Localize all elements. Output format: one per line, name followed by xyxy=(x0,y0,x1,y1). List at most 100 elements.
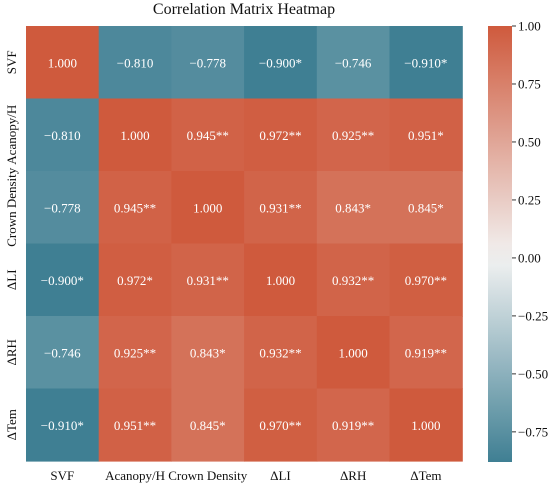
cell-annotation: 0.932** xyxy=(332,273,374,288)
colorbar-tick-label: −0.50 xyxy=(518,366,548,381)
colorbar-tick-label: −0.75 xyxy=(518,424,548,439)
x-tick-label: ΔTem xyxy=(410,468,441,483)
colorbar-tick-label: 0.50 xyxy=(518,134,541,149)
cell-annotation: −0.810 xyxy=(44,128,81,143)
cell-annotation: 1.000 xyxy=(266,273,295,288)
heatmap-cell xyxy=(98,388,172,462)
colorbar: 1.00 0.75 0.50 0.25 0.00 −0.25 −0.50 −0.75 xyxy=(488,19,548,462)
cell-annotation: 0.945** xyxy=(114,200,156,215)
y-tick-label: Crown Density xyxy=(4,167,19,247)
cell-annotation: 1.000 xyxy=(411,418,440,433)
cell-annotation: 0.925** xyxy=(114,345,156,360)
heatmap-cell xyxy=(316,316,391,390)
cell-annotation: 0.970** xyxy=(259,418,301,433)
heatmap-cell xyxy=(244,316,318,390)
cell-annotation: 0.931** xyxy=(259,200,301,215)
cell-annotation: −0.810 xyxy=(117,55,154,70)
chart-title: Correlation Matrix Heatmap xyxy=(152,1,336,18)
cell-annotation: 0.845* xyxy=(190,418,226,433)
cell-annotation: 0.919** xyxy=(332,418,374,433)
cell-annotation: 1.000 xyxy=(120,128,149,143)
colorbar-gradient xyxy=(488,26,512,462)
cell-annotation: 0.845* xyxy=(408,200,444,215)
heatmap-cell xyxy=(26,243,100,317)
cell-annotation: −0.910* xyxy=(404,55,447,70)
heatmap-cell xyxy=(98,243,172,317)
heatmap-cell xyxy=(389,171,463,245)
cell-annotation: −0.910* xyxy=(41,418,84,433)
y-tick-label: SVF xyxy=(4,50,19,74)
heatmap-cell xyxy=(26,26,100,100)
heatmap-annotations: 1.000 −0.810 −0.778 −0.900* −0.746 −0.910* −0.… xyxy=(41,55,448,433)
heatmap-cell xyxy=(98,98,172,172)
heatmap-cell xyxy=(244,26,318,100)
y-tick-label: ΔTem xyxy=(4,409,19,440)
x-tick-label: Crown Density xyxy=(168,468,248,483)
cell-annotation: −0.778 xyxy=(44,200,81,215)
cell-annotation: 0.972* xyxy=(117,273,153,288)
heatmap-cell xyxy=(98,171,172,245)
colorbar-tick-label: 0.75 xyxy=(518,76,541,91)
heatmap-cell xyxy=(389,98,463,172)
heatmap-cell xyxy=(244,171,318,245)
cell-annotation: 1.000 xyxy=(193,200,222,215)
heatmap-cell xyxy=(171,98,245,172)
heatmap-cell xyxy=(26,316,100,390)
cell-annotation: −0.900* xyxy=(259,55,302,70)
heatmap-cell xyxy=(244,388,318,462)
heatmap-cell xyxy=(244,98,318,172)
heatmap-cell xyxy=(244,243,318,317)
cell-annotation: 0.931** xyxy=(187,273,229,288)
cell-annotation: 1.000 xyxy=(339,345,368,360)
cell-annotation: 0.932** xyxy=(259,345,301,360)
heatmap-cell xyxy=(171,388,245,462)
colorbar-tick-label: 1.00 xyxy=(518,19,541,34)
cell-annotation: 0.945** xyxy=(187,128,229,143)
cell-annotation: 0.970** xyxy=(405,273,447,288)
y-tick-label: ΔRH xyxy=(4,339,19,365)
cell-annotation: 0.951* xyxy=(408,128,444,143)
heatmap-cell xyxy=(98,26,172,100)
x-tick-label: ΔRH xyxy=(340,468,366,483)
cell-annotation: 0.843* xyxy=(335,200,371,215)
heatmap-cell xyxy=(316,171,391,245)
cell-annotation: 0.951** xyxy=(114,418,156,433)
cell-annotation: 0.925** xyxy=(332,128,374,143)
x-tick-label: Acanopy/H xyxy=(105,468,165,483)
y-tick-label: Acanopy/H xyxy=(4,105,19,165)
colorbar-tick-label: 0.25 xyxy=(518,192,541,207)
heatmap-cell xyxy=(171,26,245,100)
heatmap-cell xyxy=(98,316,172,390)
heatmap-cell xyxy=(26,98,100,172)
heatmap-cell xyxy=(316,388,391,462)
heatmap-cell xyxy=(26,171,100,245)
colorbar-tick-label: −0.25 xyxy=(518,308,548,323)
cell-annotation: −0.900* xyxy=(41,273,84,288)
heatmap-cell xyxy=(171,243,245,317)
cell-annotation: −0.778 xyxy=(189,55,226,70)
heatmap-cell xyxy=(389,26,463,100)
x-axis-labels: SVF Acanopy/H Crown Density ΔLI ΔRH ΔTem xyxy=(50,468,441,483)
heatmap-cell xyxy=(389,388,463,462)
heatmap-cell xyxy=(316,243,391,317)
cell-annotation: −0.746 xyxy=(44,345,81,360)
heatmap-cell xyxy=(389,243,463,317)
cell-annotation: 0.843* xyxy=(190,345,226,360)
heatmap-cell xyxy=(389,316,463,390)
cell-annotation: −0.746 xyxy=(335,55,372,70)
heatmap-cell xyxy=(171,316,245,390)
heatmap-cell xyxy=(316,98,391,172)
y-tick-label: ΔLI xyxy=(4,269,19,290)
cell-annotation: 1.000 xyxy=(48,55,77,70)
heatmap-cells xyxy=(26,26,463,462)
y-axis-labels: SVF Acanopy/H Crown Density ΔLI ΔRH ΔTem xyxy=(4,50,19,440)
cell-annotation: 0.919** xyxy=(405,345,447,360)
heatmap-cell xyxy=(171,171,245,245)
heatmap-cell xyxy=(26,388,100,462)
colorbar-tick-label: 0.00 xyxy=(518,250,541,265)
heatmap-cell xyxy=(316,26,391,100)
cell-annotation: 0.972** xyxy=(259,128,301,143)
x-tick-label: SVF xyxy=(50,468,74,483)
x-tick-label: ΔLI xyxy=(270,468,291,483)
